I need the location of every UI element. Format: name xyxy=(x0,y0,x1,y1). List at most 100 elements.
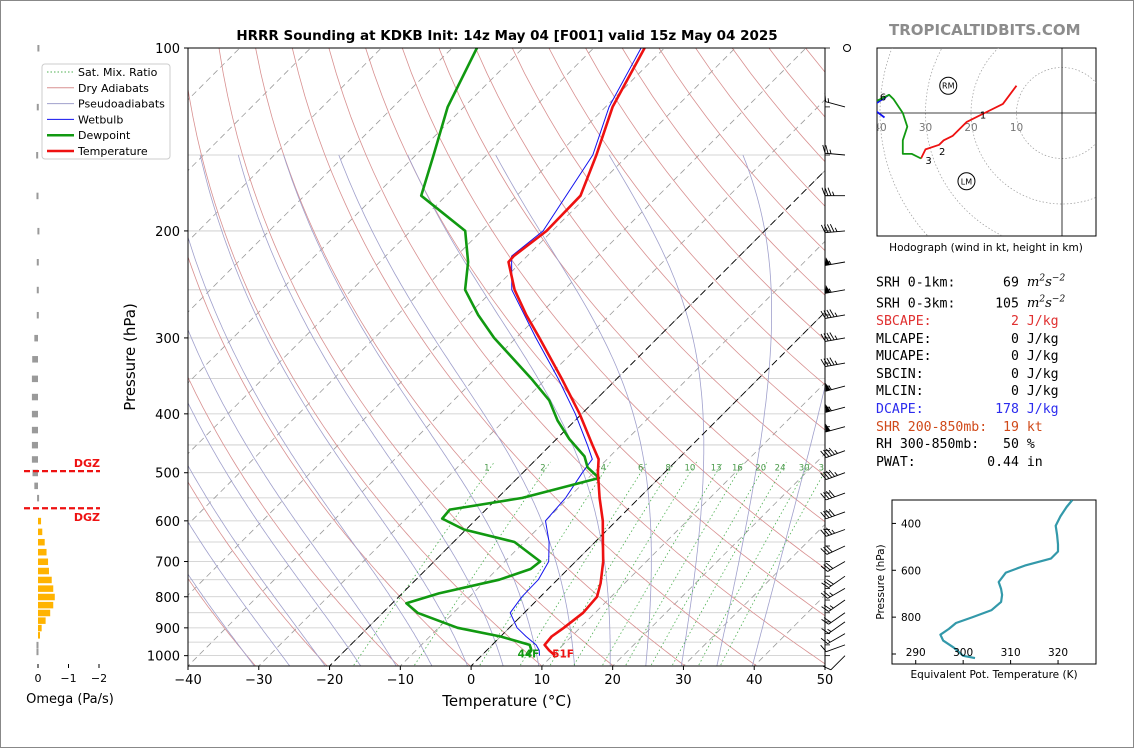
param-label: PWAT: xyxy=(876,454,916,470)
mixing-ratio-label: 36 xyxy=(819,464,830,474)
omega-bar xyxy=(36,152,39,159)
barb-full xyxy=(823,604,832,611)
barb-half xyxy=(826,639,831,643)
x-tick-label: −10 xyxy=(387,673,414,688)
barb-full xyxy=(826,309,832,318)
theta-e-x-tick-label: 300 xyxy=(953,647,973,659)
barb-staff xyxy=(826,450,846,458)
barb-staff xyxy=(827,633,846,645)
barb-full xyxy=(823,224,829,233)
mixing-ratio-line xyxy=(624,461,745,666)
mixing-ratio-line xyxy=(719,470,825,666)
dgz-label-bottom: DGZ xyxy=(74,511,100,524)
mixing-ratio-label: 13 xyxy=(711,464,722,474)
barb-half xyxy=(834,312,838,317)
param-label: SBCAPE: xyxy=(876,313,932,329)
barb-full xyxy=(821,606,829,612)
hodograph-trace xyxy=(920,85,1018,159)
omega-bar xyxy=(38,601,54,609)
storm-motion-marker xyxy=(939,76,958,95)
pseudoadiabat xyxy=(237,154,504,666)
barb-full xyxy=(823,471,830,479)
y-tick-label: 700 xyxy=(155,556,180,571)
hodograph-frame xyxy=(876,47,1097,237)
param-unit: m2s−2 xyxy=(1026,294,1066,312)
barb-full xyxy=(820,592,828,599)
storm-motion-marker xyxy=(957,172,976,191)
param-value: 0.44 xyxy=(915,454,1027,470)
hodograph-ring-label: 10 xyxy=(1010,122,1023,134)
barb-staff xyxy=(825,261,846,266)
barb-full xyxy=(825,448,833,456)
y-tick-label: 300 xyxy=(155,332,180,347)
param-unit: in xyxy=(1026,454,1043,470)
brand-watermark: TROPICALTIDBITS.COM xyxy=(889,21,1081,39)
param-row: SHR 200-850mb: 19 kt xyxy=(876,419,1065,437)
pseudoadiabat xyxy=(338,154,575,666)
omega-bar xyxy=(38,617,46,624)
barb-full xyxy=(820,358,826,367)
y-tick-label: 1000 xyxy=(147,650,180,665)
mixing-ratio-label: 4 xyxy=(601,464,606,474)
param-value: 0 xyxy=(923,384,1027,400)
legend-entry: Dry Adiabats xyxy=(78,82,149,95)
param-unit: kt xyxy=(1026,419,1043,435)
skewt-frame xyxy=(187,47,826,667)
hodograph-trace xyxy=(877,93,922,160)
isotherm xyxy=(188,48,453,313)
wind-barb xyxy=(820,644,846,653)
omega-bar xyxy=(38,538,45,546)
hodograph-ring-label: 50 xyxy=(828,122,841,134)
param-unit: J/kg xyxy=(1026,331,1059,347)
mixing-ratio-label: 24 xyxy=(775,464,786,474)
dry-adiabat xyxy=(188,577,257,666)
pseudoadiabat xyxy=(188,328,397,666)
dry-adiabat xyxy=(188,376,400,666)
wind-barb xyxy=(825,285,846,294)
omega-bar xyxy=(31,456,38,463)
barb-full xyxy=(828,490,836,498)
omega-bar xyxy=(38,576,52,584)
wind-barb xyxy=(820,447,846,458)
barb-flag xyxy=(825,285,831,294)
dry-adiabat xyxy=(291,48,758,666)
omega-bar xyxy=(32,356,38,363)
barb-full xyxy=(823,358,829,367)
omega-bar xyxy=(36,103,39,111)
omega-bar xyxy=(37,227,40,235)
barb-full xyxy=(822,144,826,154)
wind-barb xyxy=(820,490,846,501)
isotherm xyxy=(188,48,665,526)
isotherm xyxy=(188,48,382,242)
param-value: 178 xyxy=(923,401,1027,417)
barb-full xyxy=(825,145,829,154)
barb-full xyxy=(820,565,828,572)
x-tick-label: −30 xyxy=(245,673,272,688)
y-tick-label: 600 xyxy=(155,515,180,530)
barb-full xyxy=(823,449,830,457)
wind-barb xyxy=(820,469,846,480)
hodograph-height-label: 9 xyxy=(862,106,868,117)
barb-staff xyxy=(828,575,846,589)
hodograph-height-label: 2 xyxy=(939,147,945,158)
legend-entry: Dewpoint xyxy=(78,129,131,142)
omega-bar xyxy=(31,375,38,383)
theta-e-x-tick-label: 290 xyxy=(906,647,926,659)
barb-full xyxy=(823,546,830,554)
barb-staff xyxy=(826,644,846,653)
isotherm xyxy=(188,48,524,384)
barb-full xyxy=(821,619,829,625)
key-isotherm xyxy=(470,311,825,666)
omega-bar xyxy=(38,632,40,639)
mixing-ratio-line xyxy=(572,461,697,666)
barb-flag xyxy=(825,257,831,266)
barb-half xyxy=(834,471,838,476)
mixing-ratio-line xyxy=(671,461,787,666)
theta-e-x-tick-label: 310 xyxy=(1001,647,1021,659)
param-unit: J/kg xyxy=(1026,384,1059,400)
legend-entry: Sat. Mix. Ratio xyxy=(78,66,158,79)
x-tick-label: −40 xyxy=(174,673,201,688)
omega-bar xyxy=(38,624,42,632)
x-tick-label: 10 xyxy=(534,673,551,688)
parameters-table: SRH 0-1km: 69 m2s−2 SRH 0-3km: 105 m2s−2 S… xyxy=(876,271,1065,471)
